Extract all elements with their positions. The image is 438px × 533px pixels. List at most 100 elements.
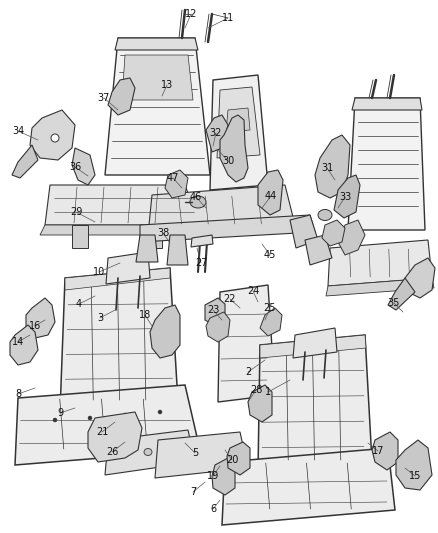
- Polygon shape: [260, 308, 282, 336]
- Polygon shape: [405, 258, 435, 298]
- Polygon shape: [258, 335, 372, 472]
- Polygon shape: [30, 110, 75, 160]
- Polygon shape: [258, 170, 283, 215]
- Polygon shape: [122, 55, 193, 100]
- Polygon shape: [150, 305, 180, 358]
- Text: 14: 14: [12, 337, 24, 347]
- Polygon shape: [140, 215, 315, 242]
- Polygon shape: [205, 298, 225, 326]
- Polygon shape: [248, 385, 272, 422]
- Text: 37: 37: [98, 93, 110, 103]
- Polygon shape: [155, 432, 248, 478]
- Polygon shape: [352, 98, 422, 110]
- Text: 32: 32: [210, 128, 222, 138]
- Text: 1: 1: [265, 387, 271, 397]
- Polygon shape: [115, 38, 198, 50]
- Polygon shape: [348, 98, 425, 230]
- Ellipse shape: [123, 413, 127, 417]
- Text: 6: 6: [210, 504, 216, 514]
- Polygon shape: [290, 215, 318, 248]
- Ellipse shape: [53, 418, 57, 422]
- Polygon shape: [72, 225, 88, 248]
- Text: 12: 12: [185, 9, 197, 19]
- Text: 3: 3: [97, 313, 103, 323]
- Text: 20: 20: [226, 455, 238, 465]
- Text: 46: 46: [190, 192, 202, 202]
- Text: 22: 22: [224, 294, 236, 304]
- Text: 11: 11: [222, 13, 234, 23]
- Polygon shape: [40, 225, 205, 235]
- Polygon shape: [10, 325, 38, 365]
- Polygon shape: [191, 235, 213, 247]
- Text: 17: 17: [372, 446, 384, 456]
- Ellipse shape: [51, 134, 59, 142]
- Polygon shape: [72, 148, 95, 185]
- Polygon shape: [328, 240, 432, 286]
- Text: 4: 4: [76, 299, 82, 309]
- Polygon shape: [210, 75, 268, 190]
- Text: 13: 13: [161, 80, 173, 90]
- Text: 24: 24: [247, 286, 259, 296]
- Polygon shape: [136, 235, 158, 262]
- Text: 30: 30: [222, 156, 234, 166]
- Polygon shape: [165, 170, 188, 198]
- Polygon shape: [26, 298, 55, 338]
- Polygon shape: [108, 78, 135, 115]
- Text: 2: 2: [245, 367, 251, 377]
- Text: 26: 26: [106, 447, 118, 457]
- Text: 34: 34: [12, 126, 24, 136]
- Polygon shape: [45, 185, 200, 225]
- Polygon shape: [60, 268, 178, 412]
- Polygon shape: [88, 412, 142, 462]
- Polygon shape: [293, 328, 337, 358]
- Polygon shape: [15, 385, 200, 465]
- Polygon shape: [322, 220, 345, 246]
- Ellipse shape: [88, 416, 92, 420]
- Text: 18: 18: [139, 310, 151, 320]
- Polygon shape: [148, 185, 295, 235]
- Polygon shape: [212, 458, 235, 495]
- Polygon shape: [218, 285, 275, 402]
- Polygon shape: [396, 440, 432, 490]
- Text: 27: 27: [195, 258, 207, 268]
- Text: 31: 31: [321, 163, 333, 173]
- Polygon shape: [220, 115, 248, 182]
- Text: 9: 9: [57, 408, 63, 418]
- Polygon shape: [105, 430, 195, 475]
- Text: 16: 16: [29, 321, 41, 331]
- Polygon shape: [388, 278, 415, 310]
- Text: 5: 5: [192, 448, 198, 458]
- Ellipse shape: [158, 410, 162, 414]
- Text: 28: 28: [250, 385, 262, 395]
- Text: 38: 38: [157, 228, 169, 238]
- Polygon shape: [12, 145, 38, 178]
- Text: 33: 33: [339, 192, 351, 202]
- Polygon shape: [227, 442, 250, 475]
- Ellipse shape: [144, 448, 152, 456]
- Polygon shape: [338, 220, 365, 255]
- Polygon shape: [145, 225, 162, 248]
- Polygon shape: [222, 448, 395, 525]
- Text: 7: 7: [190, 487, 196, 497]
- Polygon shape: [167, 235, 188, 265]
- Polygon shape: [206, 312, 230, 342]
- Text: 25: 25: [264, 303, 276, 313]
- Text: 8: 8: [15, 389, 21, 399]
- Polygon shape: [206, 115, 228, 152]
- Polygon shape: [106, 252, 150, 284]
- Ellipse shape: [318, 209, 332, 221]
- Polygon shape: [315, 135, 350, 198]
- Text: 44: 44: [265, 191, 277, 201]
- Text: 21: 21: [96, 427, 108, 437]
- Polygon shape: [305, 235, 332, 265]
- Polygon shape: [217, 87, 260, 158]
- Polygon shape: [372, 432, 398, 470]
- Text: 10: 10: [93, 267, 105, 277]
- Text: 19: 19: [207, 471, 219, 481]
- Polygon shape: [226, 108, 250, 132]
- Text: 15: 15: [409, 471, 421, 481]
- Polygon shape: [65, 268, 170, 290]
- Text: 23: 23: [207, 305, 219, 315]
- Polygon shape: [105, 38, 210, 175]
- Text: 29: 29: [70, 207, 82, 217]
